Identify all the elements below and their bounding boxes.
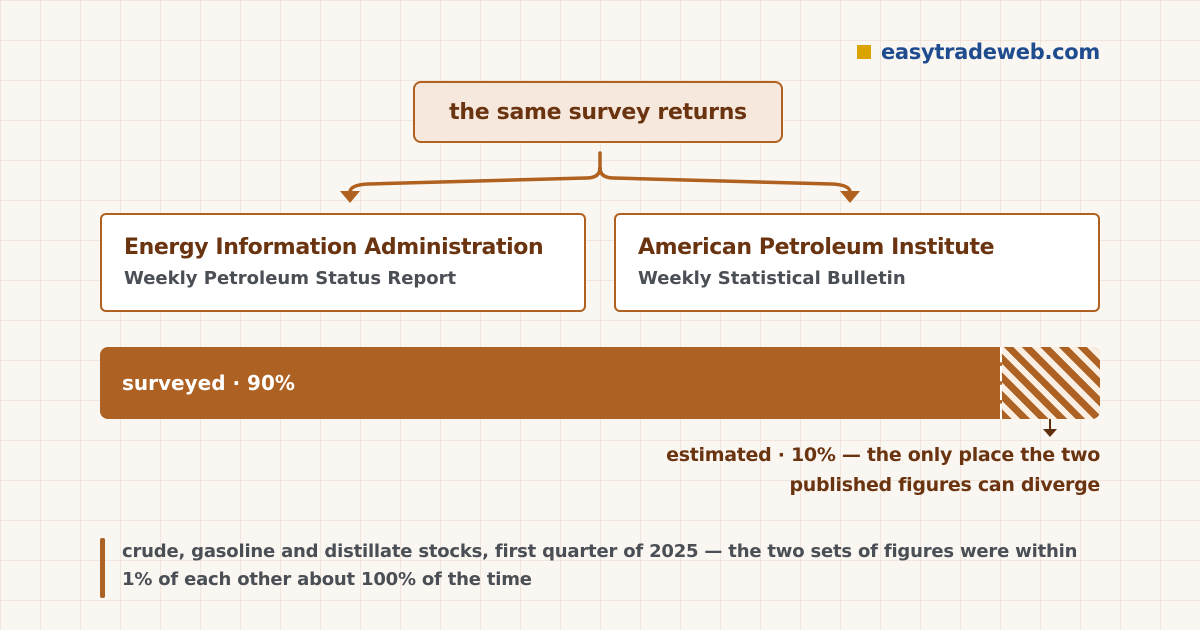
footnote: crude, gasoline and distillate stocks, f… (122, 541, 1078, 590)
surveyed-segment: surveyed · 90% (100, 347, 1000, 419)
estimated-pointer-line (1049, 419, 1051, 432)
brand: easytradeweb.com (856, 38, 1100, 66)
source-api: American Petroleum Institute Weekly Stat… (614, 213, 1100, 312)
estimated-label: estimated · 10% — the only place the two… (666, 444, 1100, 496)
source-title: Energy Information Administration (124, 235, 544, 260)
source-title: American Petroleum Institute (638, 235, 995, 260)
down-arrow-icon (1043, 429, 1057, 437)
note-accent-bar (100, 538, 105, 598)
brand-name[interactable]: easytradeweb.com (880, 40, 1100, 64)
source-eia: Energy Information Administration Weekly… (100, 213, 586, 312)
left-branch-line (348, 166, 602, 194)
survey-split-bar: surveyed · 90% (100, 347, 1100, 419)
root-node: the same survey returns (413, 81, 783, 143)
square-bullet-icon (856, 45, 871, 59)
estimated-segment (1000, 347, 1100, 419)
left-arrowhead-icon (340, 191, 360, 203)
right-branch-line (598, 166, 852, 194)
source-subtitle: Weekly Statistical Bulletin (638, 268, 906, 289)
root-label: the same survey returns (449, 99, 747, 125)
source-subtitle: Weekly Petroleum Status Report (124, 268, 457, 289)
surveyed-label: surveyed · 90% (122, 371, 295, 395)
right-arrowhead-icon (840, 191, 860, 203)
